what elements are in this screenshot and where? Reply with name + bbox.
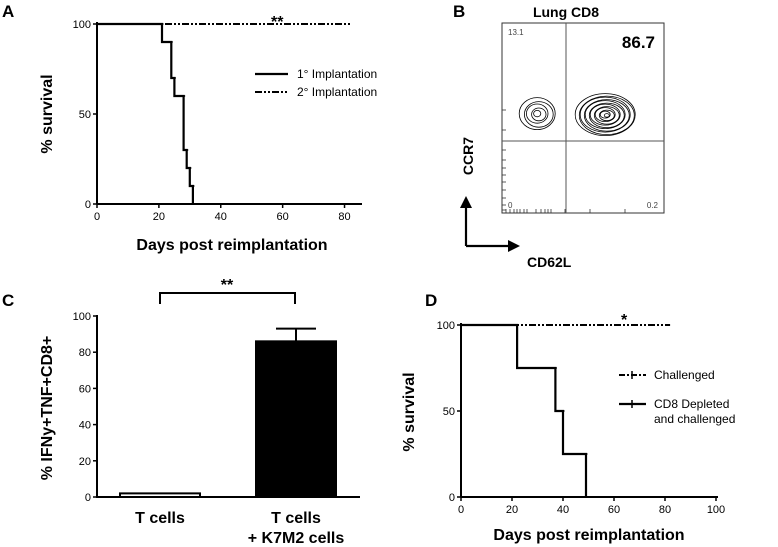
panel-d-y-tick-label: 100	[437, 320, 455, 332]
contour-ccr7-positive-cd62l-high	[579, 96, 631, 133]
panel-c-letter: C	[2, 291, 14, 310]
contour-ccr7-positive-cd62l-high	[583, 99, 630, 132]
panel-a-x-title: Days post reimplantation	[136, 237, 327, 254]
panel-a-x-tick-label: 0	[94, 211, 100, 223]
panel-d-x-tick-label: 80	[659, 504, 671, 516]
panel-d-y-title: % survival	[401, 372, 418, 451]
panel-b-letter: B	[453, 2, 465, 21]
panel-d-y-tick-label: 50	[443, 406, 455, 418]
panel-d-letter: D	[425, 291, 437, 310]
contour-ccr7-positive-cd62l-low	[518, 97, 556, 130]
panel-a-x-tick-label: 60	[277, 211, 289, 223]
panel-d-axes: 0 20 40 60 80 100 0 50 100	[437, 320, 726, 516]
panel-a-x-tick-label: 80	[338, 211, 350, 223]
contour-ccr7-positive-cd62l-high	[599, 110, 611, 119]
panel-a-series	[97, 22, 351, 204]
quadrant-top-right-value: 86.7	[622, 33, 655, 52]
panel-a-y-tick-label: 50	[79, 109, 91, 121]
contour-ccr7-positive-cd62l-high	[588, 102, 625, 129]
contour-ccr7-positive-cd62l-high	[589, 103, 621, 126]
cd62l-arrow-head	[508, 240, 520, 252]
contour-ccr7-positive-cd62l-high	[584, 100, 626, 129]
panel-c-y-tick-label: 100	[73, 311, 91, 323]
contour-ccr7-positive-cd62l-high	[598, 109, 615, 122]
panel-c-y-tick-label: 20	[79, 456, 91, 468]
panel-c-bars	[119, 327, 337, 499]
flow-axis-ticks	[502, 109, 626, 213]
panel-c-significance: **	[221, 277, 234, 294]
quadrant-top-left-value: 13.1	[508, 28, 524, 37]
quadrant-bottom-right-value: 0.2	[647, 201, 659, 210]
bar-label-t-cells-k7m2-line2: + K7M2 cells	[248, 530, 345, 547]
quadrant-bottom-left-value: 0	[508, 201, 513, 210]
panel-d-y-tick-label: 0	[449, 492, 455, 504]
panel-a-x-tick-label: 40	[215, 211, 227, 223]
panel-b: B Lung CD8 13.1 86.7 0 0.2 CCR7 CD62L	[453, 2, 665, 270]
bar-label-t-cells: T cells	[135, 510, 185, 527]
legend-label-depleted-line2: and challenged	[654, 412, 735, 426]
flow-contour-plot	[518, 93, 636, 136]
panel-a-legend: 1° Implantation 2° Implantation	[255, 67, 377, 99]
ccr7-arrow-head	[460, 196, 472, 208]
panel-a-y-tick-label: 0	[85, 199, 91, 211]
panel-b-title: Lung CD8	[533, 4, 599, 20]
panel-d-x-tick-label: 20	[506, 504, 518, 516]
panel-d-x-tick-label: 100	[707, 504, 725, 516]
flow-y-label: CCR7	[460, 137, 476, 175]
panel-c-y-tick-label: 0	[85, 492, 91, 504]
panel-a-x-tick-label: 20	[153, 211, 165, 223]
panel-d-x-tick-label: 40	[557, 504, 569, 516]
bar-label-t-cells-k7m2-line1: T cells	[271, 510, 321, 527]
legend-label-depleted-line1: CD8 Depleted	[654, 397, 729, 411]
panel-a: A ** 0 20 40 60 80 0 50 100 % survival Days pos…	[2, 2, 377, 254]
bar-1	[255, 340, 337, 498]
panel-d: D * 0 20 40 60 80 100 0 50 100 % survival Days p…	[401, 291, 735, 544]
bar-0	[119, 492, 201, 499]
significance-bracket	[159, 292, 296, 304]
panel-a-y-tick-label: 100	[73, 19, 91, 31]
panel-a-series-line-solid	[97, 22, 194, 204]
panel-d-x-tick-label: 0	[458, 504, 464, 516]
panel-c: C ** 0 20 40 60 80 100 % IFNy+TNF+CD8+ T cell…	[2, 277, 360, 547]
panel-d-legend: Challenged CD8 Depleted and challenged	[619, 368, 735, 426]
contour-ccr7-positive-cd62l-low	[526, 103, 549, 124]
contour-ccr7-positive-cd62l-high	[593, 106, 620, 125]
panel-c-y-tick-label: 60	[79, 383, 91, 395]
panel-a-letter: A	[2, 2, 14, 21]
panel-a-axes: 0 20 40 60 80 0 50 100	[73, 19, 362, 223]
contour-ccr7-positive-cd62l-high	[603, 113, 610, 118]
contour-ccr7-positive-cd62l-high	[574, 93, 636, 136]
panel-c-y-tick-label: 40	[79, 420, 91, 432]
panel-c-y-tick-label: 80	[79, 347, 91, 359]
legend-label-challenged: Challenged	[654, 368, 715, 382]
contour-ccr7-positive-cd62l-high	[578, 95, 635, 136]
panel-d-x-tick-label: 60	[608, 504, 620, 516]
flow-axis-arrows	[460, 196, 520, 252]
contour-ccr7-positive-cd62l-low	[533, 110, 542, 118]
panel-d-series-line-solid	[461, 323, 588, 497]
legend-label-secondary: 2° Implantation	[297, 85, 377, 99]
panel-d-significance: *	[621, 312, 628, 329]
panel-d-series	[461, 323, 671, 497]
panel-a-significance: **	[271, 14, 284, 31]
flow-plot-frame	[501, 22, 665, 214]
contour-ccr7-positive-cd62l-high	[594, 107, 616, 122]
panel-a-y-title: % survival	[39, 74, 56, 153]
flow-x-label: CD62L	[527, 254, 572, 270]
contour-ccr7-positive-cd62l-low	[523, 101, 554, 128]
legend-label-primary: 1° Implantation	[297, 67, 377, 81]
panel-c-y-title: % IFNy+TNF+CD8+	[39, 336, 56, 480]
contour-ccr7-positive-cd62l-low	[531, 107, 547, 122]
panel-d-x-title: Days post reimplantation	[493, 527, 684, 544]
